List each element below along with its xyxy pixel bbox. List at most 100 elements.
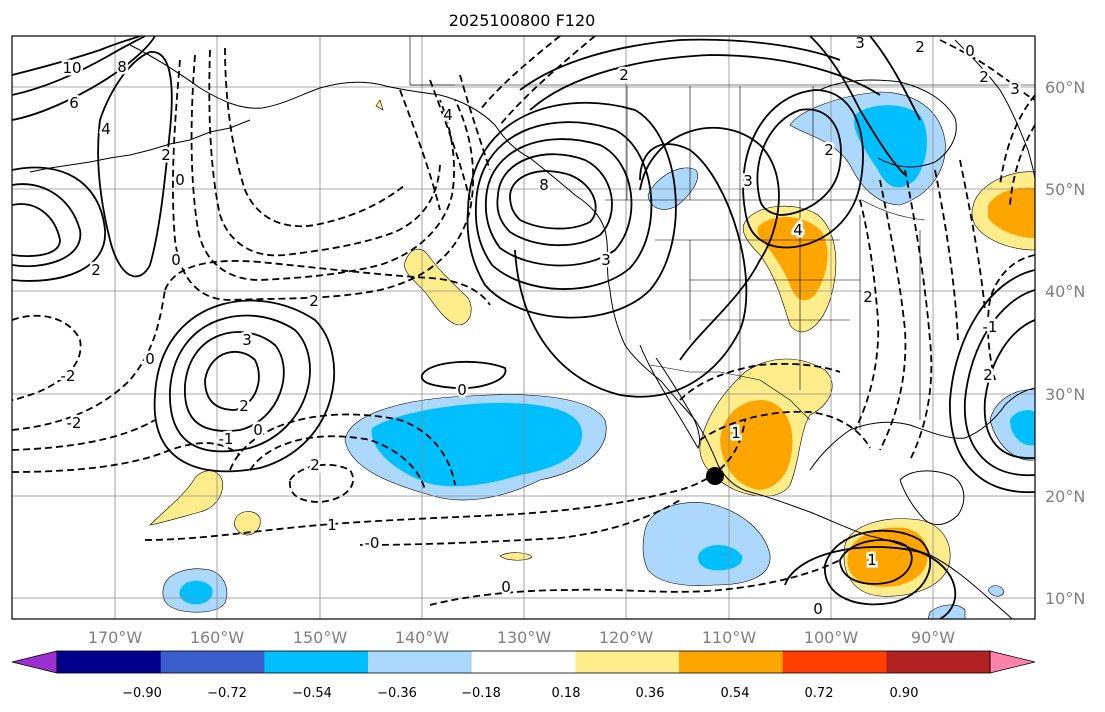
- contour-label: -2: [67, 414, 82, 432]
- map-area: 10 8 6 4 2 0 2 0 -2 -2 0 3 2 2 -1 0 2 1 …: [12, 34, 1035, 619]
- map-title: 2025100800 F120: [449, 11, 596, 30]
- ctr-dash-2: [190, 54, 455, 281]
- ctr-north-band-2: [529, 54, 881, 111]
- ctr-nw-1: [12, 36, 141, 76]
- ctr-nw-2: [12, 36, 146, 96]
- colorbar-tick-label: −0.54: [292, 686, 332, 701]
- contour-label: 2: [310, 456, 320, 474]
- ctr-dash-1: [172, 59, 475, 301]
- lon-tick-labels: 170°W 160°W 150°W 140°W 130°W 120°W 110°…: [88, 628, 955, 647]
- contour-label: 4: [101, 120, 111, 138]
- hudson-bay: [819, 79, 957, 168]
- solid-contours: [12, 36, 1035, 619]
- contour-label: 3: [242, 331, 252, 349]
- pos-shade-plains-core: [757, 216, 828, 301]
- ctr-dash-12: [229, 413, 456, 486]
- ctr-dash-25: [999, 94, 1035, 206]
- ctr-central-high-1: [204, 351, 260, 411]
- contour-label: 2: [239, 397, 249, 415]
- ctr-dash-20: [854, 199, 880, 431]
- ctr-dash-27: [987, 254, 1035, 381]
- contour-label: 1: [731, 424, 741, 442]
- contour-label: 2: [619, 66, 629, 84]
- contour-label: 0: [813, 600, 823, 618]
- ctr-low-3: [484, 138, 633, 267]
- ctr-west-ridge-1: [12, 183, 82, 268]
- colorbar-tick-labels: −0.90 −0.72 −0.54 −0.36 −0.18 0.18 0.36 …: [122, 686, 918, 701]
- ctr-dash-6: [12, 314, 82, 401]
- ctr-dash-22: [904, 169, 933, 461]
- ctr-dash-16: [399, 74, 491, 211]
- ctr-dash-5: [164, 260, 491, 306]
- ctr-dash-7: [12, 289, 166, 431]
- contour-label: 2: [824, 141, 834, 159]
- colorbar-tick-label: 0.36: [636, 686, 665, 701]
- yucatan: [899, 470, 965, 526]
- dashed-contours: [12, 36, 1035, 606]
- colorbar-segment: [368, 651, 473, 673]
- ctr-low-1: [509, 170, 597, 230]
- ctr-ne-trough-3: [639, 126, 780, 361]
- contour-label: 0: [965, 42, 975, 60]
- neg-shade-south-central-core: [698, 545, 743, 571]
- contour-label: 2: [983, 366, 993, 384]
- colorbar-segment: [57, 651, 162, 673]
- ctr-dash-8: [12, 419, 156, 451]
- colorbar-extend-high: [989, 650, 1036, 674]
- colorbar-segment: [679, 651, 784, 673]
- ctr-low-4: [474, 121, 653, 290]
- contour-label: 3: [601, 251, 611, 269]
- pos-shade-ontario-core: [988, 187, 1035, 238]
- ctr-dash-21: [879, 179, 907, 451]
- colorbar-segment: [264, 651, 369, 673]
- colorbar-frame: [56, 650, 991, 674]
- contour-label: -0: [365, 534, 380, 552]
- contour-label: 3: [855, 34, 865, 52]
- ctr-dash-13: [144, 419, 746, 541]
- contour-label: 0: [253, 421, 263, 439]
- ctr-west-loop: [97, 51, 173, 278]
- contour-label: 0: [145, 350, 155, 368]
- ctr-dash-23: [934, 169, 959, 341]
- colorbar-tick-label: −0.18: [461, 686, 501, 701]
- lat-label: 60°N: [1045, 78, 1085, 97]
- contour-label-layer: 10 8 6 4 2 0 2 0 -2 -2 0 3 2 2 -1 0 2 1 …: [58, 34, 1022, 619]
- contour-label: 2: [309, 292, 319, 310]
- colorbar-tick-label: 0.72: [805, 686, 834, 701]
- lat-label: 40°N: [1045, 282, 1085, 301]
- ctr-dash-15: [429, 559, 841, 606]
- neg-shade-tiny-east: [927, 604, 966, 619]
- lon-label: 170°W: [88, 628, 143, 647]
- ctr-low-6: [514, 143, 748, 398]
- ctr-south-high-2: [824, 529, 931, 606]
- alaska-coast: [129, 44, 531, 159]
- lon-label: 160°W: [190, 628, 245, 647]
- borders: [409, 36, 1035, 430]
- pos-shade-mexico-core: [720, 400, 793, 490]
- contour-label: 4: [793, 221, 803, 239]
- colorbar-tick-label: 0.54: [721, 686, 750, 701]
- contour-label: 1: [327, 516, 337, 534]
- ctr-west-ridge-3: [12, 166, 106, 282]
- neg-shade-florida-core: [1010, 410, 1035, 446]
- colorbar-segment: [575, 651, 680, 673]
- contour-label: 3: [1010, 80, 1020, 98]
- lon-label: 140°W: [395, 628, 450, 647]
- map-frame: [11, 35, 1036, 620]
- ctr-east-trough-3: [949, 269, 1035, 494]
- ctr-north-band-1: [519, 38, 841, 91]
- pos-shade-tiny-alaska: [375, 99, 384, 111]
- lat-label: 50°N: [1045, 180, 1085, 199]
- lon-label: 150°W: [293, 628, 348, 647]
- shading-layer: [149, 91, 1035, 619]
- colorbar-segment: [886, 651, 991, 673]
- lon-label: 120°W: [599, 628, 654, 647]
- contour-label: 0: [175, 171, 185, 189]
- contour-label: 4: [443, 106, 453, 124]
- ctr-central-high-3: [169, 314, 311, 453]
- contour-label: 2: [161, 146, 171, 164]
- colorbar-segment: [471, 651, 576, 673]
- ctr-dash-17: [479, 36, 596, 126]
- east-canada: [954, 39, 1035, 181]
- contour-label: 0: [457, 381, 467, 399]
